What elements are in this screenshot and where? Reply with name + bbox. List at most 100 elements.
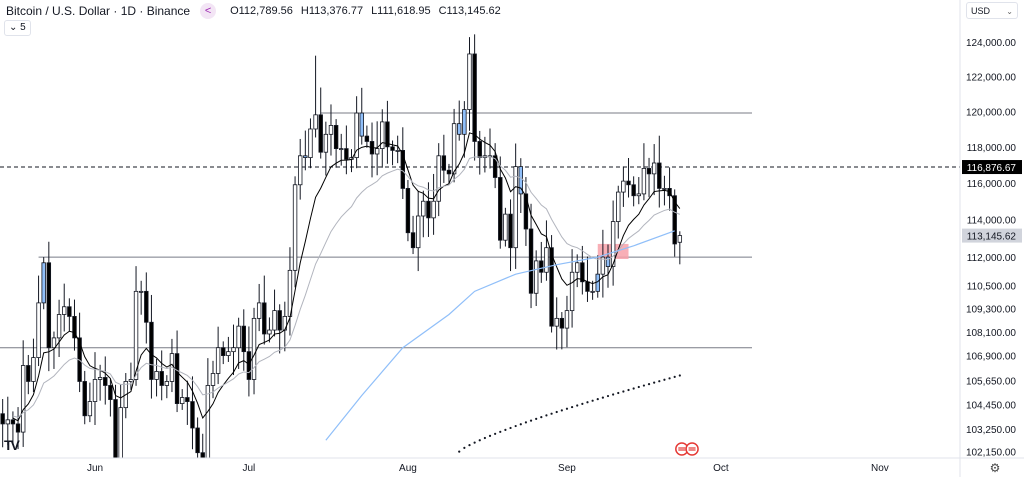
indicators-collapse-button[interactable]: ⌄ 5	[4, 20, 31, 36]
flag-stripes	[688, 447, 696, 451]
candle	[144, 290, 149, 323]
candle	[0, 413, 5, 425]
ema-fast-line	[12, 132, 681, 422]
share-icon[interactable]: <	[200, 3, 217, 19]
candle	[205, 385, 211, 458]
candle	[308, 128, 313, 158]
candle	[513, 166, 518, 249]
candle	[344, 148, 349, 160]
candle	[595, 273, 600, 292]
dotted-series-point	[458, 450, 461, 453]
candle	[539, 260, 544, 273]
candle	[626, 180, 631, 186]
symbol-title[interactable]: Bitcoin / U.S. Dollar · 1D · Binance	[6, 4, 191, 18]
dotted-series-point	[560, 409, 563, 412]
price-tick-label: 114,000.00	[967, 216, 1017, 227]
candle	[256, 302, 262, 319]
dotted-series-point	[535, 417, 538, 420]
dotted-series-point	[581, 402, 584, 405]
candle	[241, 325, 246, 353]
candle	[31, 357, 36, 382]
candle	[554, 317, 559, 327]
low-value: L111,618.95	[371, 5, 431, 17]
candle	[585, 281, 590, 292]
candle	[185, 397, 190, 402]
candle	[267, 329, 272, 335]
time-tick-label: Sep	[558, 463, 576, 474]
candle	[333, 125, 339, 150]
dotted-series-point	[550, 412, 553, 415]
candle	[323, 133, 329, 153]
alert-price-badge-label: 116,876.67	[967, 163, 1017, 174]
dotted-series-point	[514, 424, 517, 428]
candle	[154, 371, 159, 380]
chevron-down-icon: ⌄	[1006, 7, 1013, 16]
dotted-series-point	[653, 381, 656, 384]
candle	[421, 200, 426, 217]
candle	[616, 191, 621, 222]
dotted-series-point	[637, 385, 640, 389]
dotted-series-point	[499, 430, 502, 433]
candle	[164, 381, 170, 386]
price-tick-label: 110,500.00	[967, 282, 1017, 293]
candle	[82, 381, 87, 417]
settings-icon[interactable]: ⚙	[989, 461, 1001, 475]
dotted-series-point	[478, 439, 481, 442]
candle	[46, 262, 52, 349]
candle	[544, 247, 549, 273]
dotted-series-point	[668, 377, 671, 380]
dotted-series-point	[463, 446, 466, 450]
candle	[246, 351, 252, 380]
alert-price-badge	[962, 160, 1022, 175]
candle	[138, 290, 144, 293]
candle	[657, 162, 662, 189]
dotted-series-point	[473, 441, 476, 444]
price-tick-label: 120,000.00	[966, 107, 1016, 118]
candle	[364, 135, 370, 142]
candle	[575, 262, 580, 273]
candle	[272, 310, 277, 331]
candle	[26, 365, 31, 382]
candle	[446, 169, 452, 175]
candle	[518, 166, 523, 195]
candle	[374, 148, 380, 155]
candle	[672, 195, 677, 245]
dotted-series-point	[504, 428, 507, 431]
dotted-series-point	[519, 423, 522, 426]
candle	[533, 260, 539, 294]
candle	[492, 155, 498, 178]
candle	[436, 155, 441, 202]
candle	[405, 188, 411, 234]
candle	[195, 427, 200, 454]
candle	[549, 247, 554, 327]
candle	[56, 314, 62, 339]
candle	[313, 114, 318, 130]
candle	[251, 317, 257, 380]
dotted-series-point	[468, 444, 471, 447]
candle	[580, 262, 585, 283]
dotted-series-point	[606, 394, 610, 398]
candle	[528, 228, 534, 294]
dotted-series-point	[555, 410, 558, 414]
dotted-series-point	[627, 388, 630, 392]
candle	[380, 121, 385, 150]
candle	[51, 337, 57, 349]
candle	[67, 306, 72, 317]
dotted-series-point	[591, 399, 594, 402]
price-tick-label: 102,150.00	[966, 448, 1016, 459]
price-tick-label: 105,650.00	[966, 376, 1016, 387]
candle	[210, 373, 216, 386]
dotted-series-point	[565, 407, 569, 410]
currency-select[interactable]: USD ⌄	[966, 2, 1018, 19]
flag-stripes	[678, 447, 686, 451]
candle	[15, 423, 21, 433]
candle	[508, 213, 513, 249]
candle	[262, 302, 267, 335]
price-tick-label: 122,000.00	[966, 72, 1016, 83]
price-tick-label: 116,000.00	[967, 179, 1017, 190]
dotted-series-point	[494, 432, 497, 435]
candle	[149, 321, 154, 380]
candle	[292, 184, 298, 271]
plot-area	[0, 34, 960, 458]
